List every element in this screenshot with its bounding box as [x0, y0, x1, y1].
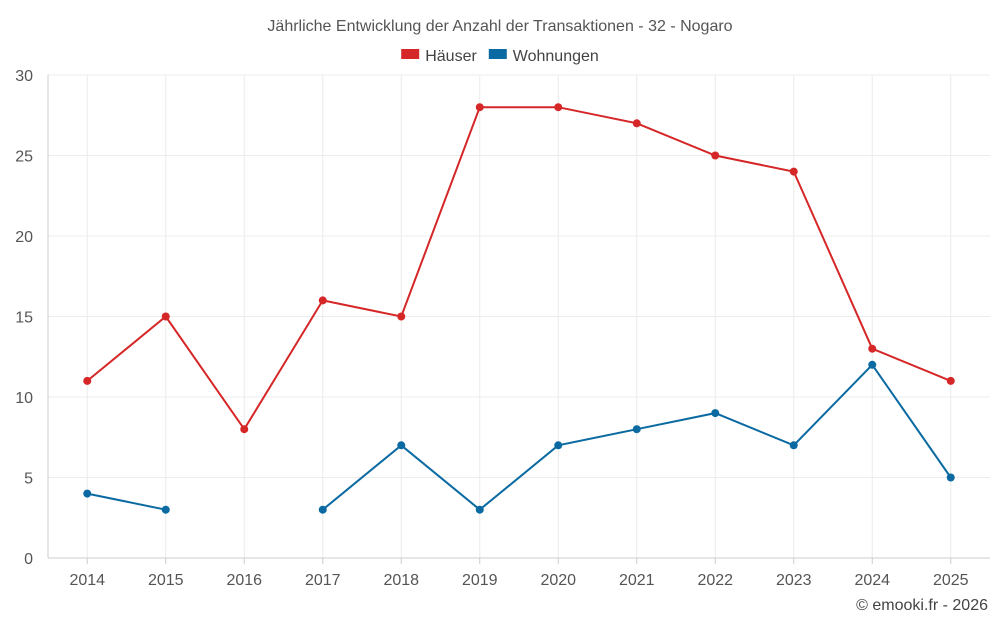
x-tick-label: 2022: [697, 572, 733, 589]
data-point[interactable]: [83, 376, 92, 385]
y-tick-label: 15: [15, 310, 33, 327]
y-tick-label: 20: [15, 229, 33, 246]
data-point[interactable]: [475, 505, 484, 514]
x-tick-label: 2025: [933, 572, 969, 589]
data-point[interactable]: [868, 344, 877, 353]
data-point[interactable]: [711, 151, 720, 160]
legend-swatch: [401, 49, 420, 59]
data-point[interactable]: [318, 505, 327, 514]
data-point[interactable]: [789, 167, 798, 176]
x-tick-label: 2017: [305, 572, 341, 589]
x-tick-label: 2018: [383, 572, 419, 589]
data-point[interactable]: [83, 489, 92, 498]
x-tick-label: 2016: [226, 572, 262, 589]
y-tick-label: 0: [24, 551, 33, 568]
legend-label: Häuser: [425, 48, 477, 65]
data-point[interactable]: [240, 425, 249, 434]
data-point[interactable]: [946, 473, 955, 482]
x-tick-label: 2019: [462, 572, 498, 589]
data-point[interactable]: [711, 409, 720, 418]
series-0: [83, 103, 955, 434]
x-tick-label: 2023: [776, 572, 812, 589]
x-tick-label: 2015: [148, 572, 184, 589]
y-tick-label: 5: [24, 471, 33, 488]
x-tick-label: 2024: [854, 572, 890, 589]
y-tick-label: 25: [15, 149, 33, 166]
series: [83, 103, 955, 514]
series-line: [86, 106, 952, 432]
data-point[interactable]: [789, 441, 798, 450]
x-tick-label: 2021: [619, 572, 655, 589]
legend-item[interactable]: Wohnungen: [488, 48, 599, 65]
x-tick-label: 2014: [69, 572, 105, 589]
y-tick-label: 10: [15, 390, 33, 407]
data-point[interactable]: [397, 441, 406, 450]
data-point[interactable]: [554, 103, 563, 112]
data-point[interactable]: [632, 425, 641, 434]
data-point[interactable]: [397, 312, 406, 321]
series-1: [83, 360, 955, 514]
grid: [48, 74, 990, 558]
data-point[interactable]: [554, 441, 563, 450]
credit-text: © emooki.fr - 2026: [856, 597, 988, 614]
legend: Häuser Wohnungen: [401, 48, 599, 65]
chart-title: Jährliche Entwicklung der Anzahl der Tra…: [267, 18, 732, 35]
data-point[interactable]: [161, 505, 170, 514]
x-tick-label: 2020: [540, 572, 576, 589]
data-point[interactable]: [632, 119, 641, 128]
data-point[interactable]: [868, 360, 877, 369]
y-tick-label: 30: [15, 68, 33, 85]
data-point[interactable]: [475, 103, 484, 112]
series-line: [87, 492, 166, 511]
legend-swatch: [488, 49, 507, 59]
legend-label: Wohnungen: [513, 48, 599, 65]
data-point[interactable]: [161, 312, 170, 321]
data-point[interactable]: [318, 296, 327, 305]
legend-item[interactable]: Häuser: [401, 48, 477, 65]
data-point[interactable]: [946, 376, 955, 385]
